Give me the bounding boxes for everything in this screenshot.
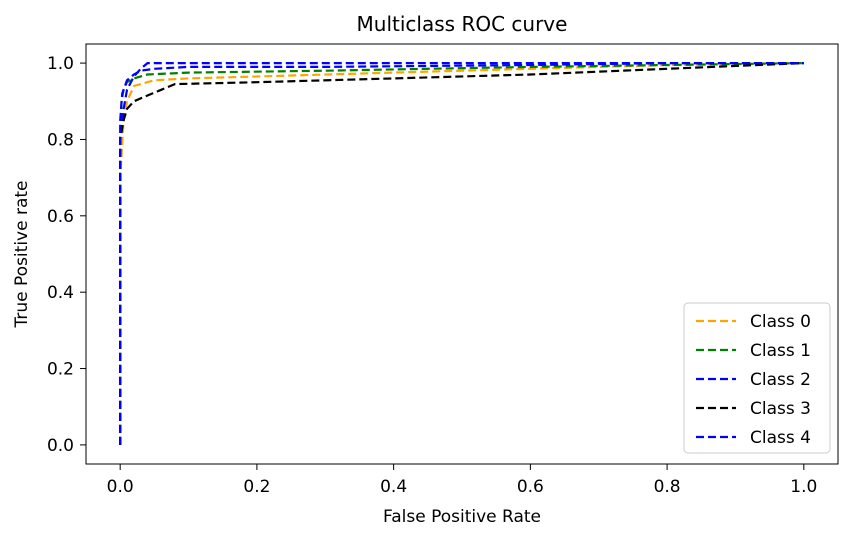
y-tick-label: 0.8 [47, 130, 74, 150]
x-axis-label: False Positive Rate [383, 507, 541, 527]
legend-label-3: Class 3 [750, 399, 811, 419]
legend-label-0: Class 0 [750, 312, 811, 332]
x-tick-label: 0.2 [243, 477, 270, 497]
x-tick-label: 0.6 [517, 477, 544, 497]
x-tick-label: 1.0 [790, 477, 817, 497]
legend: Class 0 Class 1 Class 2 Class 3 Class 4 [683, 302, 831, 454]
series-line-4 [119, 61, 804, 445]
x-tick-label: 0.4 [380, 477, 407, 497]
x-tick-label: 0.8 [654, 477, 681, 497]
y-tick-label: 0.6 [47, 207, 74, 227]
y-tick-label: 1.0 [47, 54, 74, 74]
y-tick-label: 0.0 [47, 436, 74, 456]
y-axis-ticks: 0.0 0.2 0.4 0.6 0.8 1.0 [47, 54, 86, 456]
y-tick-label: 0.4 [47, 283, 74, 303]
x-axis-ticks: 0.0 0.2 0.4 0.6 0.8 1.0 [107, 464, 817, 497]
y-tick-label: 0.2 [47, 360, 74, 380]
legend-box [683, 302, 831, 454]
legend-label-2: Class 2 [750, 370, 811, 390]
series-line-2 [119, 61, 804, 445]
legend-label-1: Class 1 [750, 341, 811, 361]
series-line-0 [119, 62, 804, 445]
y-axis-label: True Positive rate [12, 181, 32, 329]
legend-label-4: Class 4 [750, 428, 811, 448]
x-tick-label: 0.0 [107, 477, 134, 497]
chart-title: Multiclass ROC curve [357, 12, 568, 36]
axes-frame [85, 43, 839, 465]
plot-lines [119, 61, 804, 445]
series-line-3 [119, 62, 804, 445]
